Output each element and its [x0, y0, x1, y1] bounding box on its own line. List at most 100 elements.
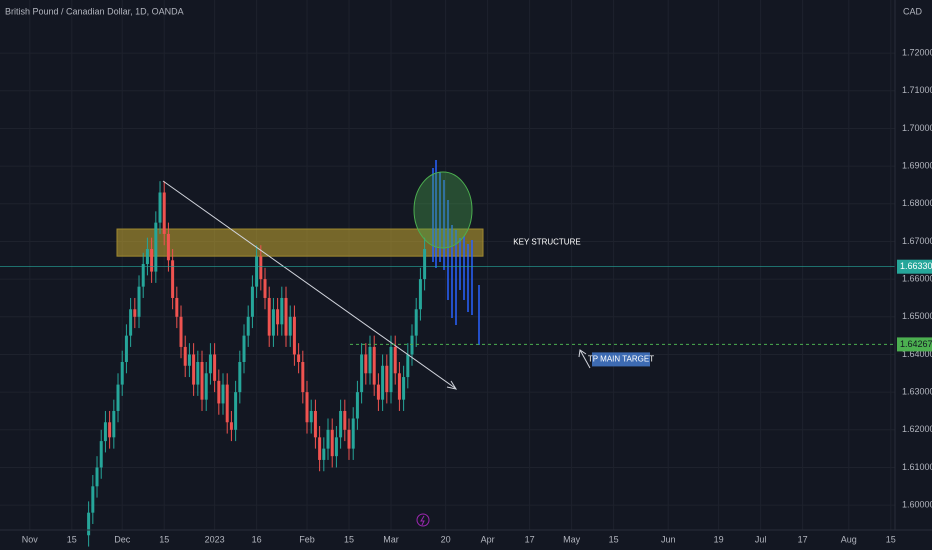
candle-body: [330, 429, 334, 457]
candles: [87, 181, 427, 547]
target-text: TP MAIN TARGET: [588, 355, 654, 364]
candle-body: [208, 354, 212, 374]
x-tick-label: 2023: [205, 534, 225, 544]
x-tick-label: Nov: [22, 534, 39, 544]
candle-body: [242, 335, 246, 362]
x-tick-label: 17: [798, 534, 808, 544]
x-tick-label: Mar: [383, 534, 399, 544]
trend-arrow: [446, 380, 458, 390]
candle-body: [339, 410, 343, 438]
candle-body: [402, 377, 406, 400]
x-tick-label: May: [563, 534, 581, 544]
key-structure-zone: [116, 228, 484, 257]
candle-body: [406, 354, 410, 378]
candle-body: [150, 248, 154, 272]
candle-body: [99, 441, 103, 468]
candle-body: [217, 380, 221, 404]
candle-body: [418, 279, 422, 310]
x-tick-label: 15: [344, 534, 354, 544]
candle-body: [313, 410, 317, 438]
candle-body: [385, 365, 389, 393]
y-tick-label: 1.70000: [902, 123, 932, 133]
y-tick-label: 1.63000: [902, 387, 932, 397]
candle-body: [322, 448, 326, 460]
candle-body: [301, 361, 305, 393]
candle-body: [116, 384, 120, 411]
candle-body: [221, 384, 225, 404]
candle-body: [225, 384, 229, 423]
candle-body: [137, 286, 141, 317]
candle-body: [162, 192, 166, 234]
candle-body: [255, 256, 259, 287]
candle-body: [183, 346, 187, 366]
x-tick-label: 16: [252, 534, 262, 544]
candle-body: [238, 361, 242, 393]
current-price-label: 1.66330: [900, 261, 932, 271]
x-tick-label: 15: [159, 534, 169, 544]
event-icon[interactable]: [416, 513, 430, 527]
candle-body: [95, 467, 99, 487]
x-tick-label: 20: [441, 534, 451, 544]
candle-body: [263, 279, 267, 298]
chart-title: British Pound / Canadian Dollar, 1D, OAN…: [5, 6, 184, 16]
x-tick-label: Jun: [661, 534, 676, 544]
target-box: [592, 352, 650, 367]
candle-body: [234, 392, 238, 430]
target-price-tag: [897, 337, 932, 352]
candle-body: [141, 264, 145, 287]
candle-body: [284, 297, 288, 336]
candle-body: [351, 418, 355, 449]
y-tick-label: 1.65000: [902, 311, 932, 321]
currency-label: CAD: [903, 6, 923, 16]
candle-body: [133, 309, 137, 317]
candle-body: [112, 410, 116, 438]
candle-body: [158, 192, 162, 223]
candle-body: [347, 429, 351, 449]
candle-body: [204, 373, 208, 400]
x-tick-label: 19: [714, 534, 724, 544]
y-tick-label: 1.62000: [902, 424, 932, 434]
candle-body: [292, 316, 296, 355]
x-tick-label: 17: [525, 534, 535, 544]
x-tick-label: Jul: [755, 534, 767, 544]
x-tick-label: Dec: [114, 534, 131, 544]
candle-body: [376, 384, 380, 400]
event-bolt: [420, 515, 425, 526]
candle-body: [200, 361, 204, 400]
candle-body: [276, 309, 280, 325]
key-structure-label: KEY STRUCTURE: [513, 238, 580, 247]
overlay: TP MAIN TARGET: [0, 266, 895, 367]
candle-body: [154, 222, 158, 272]
y-tick-label: 1.69000: [902, 160, 932, 170]
candle-body: [280, 297, 284, 325]
x-tick-label: 15: [67, 534, 77, 544]
candle-body: [360, 354, 364, 393]
candle-body: [87, 512, 91, 536]
candle-body: [318, 437, 322, 460]
candle-body: [297, 354, 301, 362]
candle-body: [414, 309, 418, 336]
trend-line: [162, 180, 456, 389]
candle-body: [166, 233, 170, 261]
candle-body: [250, 286, 254, 317]
candle-body: [259, 256, 263, 280]
candle-body: [213, 354, 217, 381]
candle-body: [381, 365, 385, 400]
candle-body: [267, 297, 271, 336]
target-arrow-head: [578, 349, 587, 358]
candle-body: [179, 316, 183, 347]
y-tick-label: 1.71000: [902, 85, 932, 95]
candle-body: [334, 437, 338, 457]
candle-body: [246, 316, 250, 336]
candle-body: [364, 354, 368, 374]
y-tick-label: 1.64000: [902, 349, 932, 359]
x-tick-label: Feb: [299, 534, 315, 544]
candle-body: [355, 392, 359, 419]
candle-body: [91, 486, 95, 513]
candle-body: [309, 410, 313, 423]
y-tick-label: 1.72000: [902, 47, 932, 57]
candle-body: [397, 373, 401, 400]
candle-body: [171, 260, 175, 298]
candle-body: [124, 335, 128, 362]
